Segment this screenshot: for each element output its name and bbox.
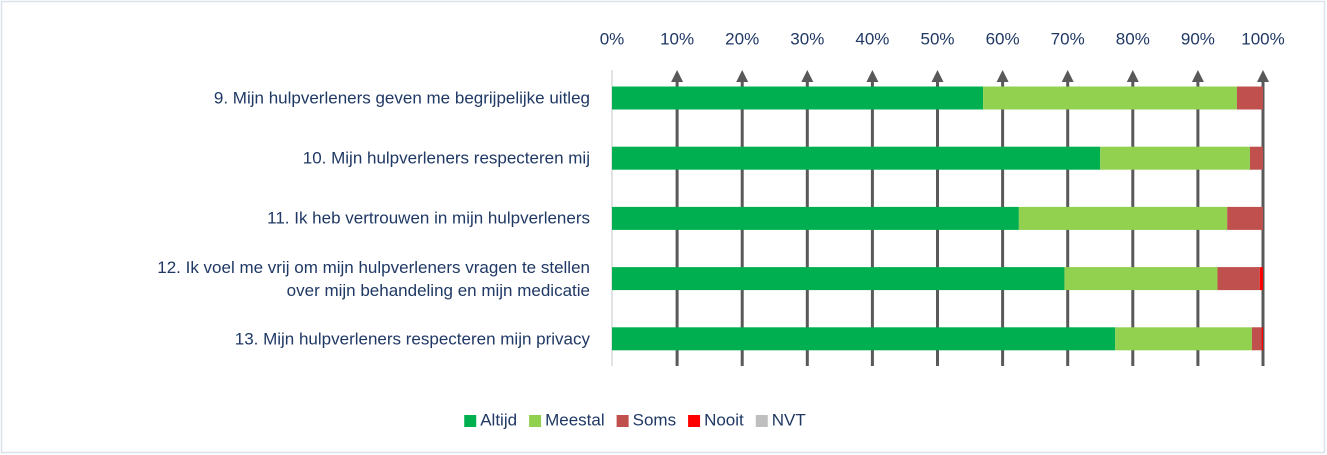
- bar-segment: [1064, 267, 1218, 291]
- grid-arrow: [996, 70, 1009, 82]
- bar-segment: [1249, 146, 1263, 170]
- x-tick-label: 30%: [790, 29, 824, 48]
- bar-segment: [1100, 146, 1250, 170]
- x-tick-label: 80%: [1116, 29, 1150, 48]
- legend-label: Meestal: [545, 410, 605, 429]
- x-tick-label: 10%: [660, 29, 694, 48]
- grid-arrow: [801, 70, 814, 82]
- legend-swatch: [616, 415, 629, 427]
- bar-segment: [1259, 267, 1263, 291]
- grid-arrow: [931, 70, 944, 82]
- legend-swatch: [529, 415, 542, 427]
- x-tick-label: 60%: [986, 29, 1020, 48]
- legend-swatch: [464, 415, 477, 427]
- bar-segment: [1251, 327, 1262, 351]
- grid-arrow: [866, 70, 879, 82]
- x-tick-label: 50%: [920, 29, 954, 48]
- legend-label: Nooit: [704, 410, 744, 429]
- bar-segment: [612, 267, 1065, 291]
- category-label: 11. Ik heb vertrouwen in mijn hulpverlen…: [267, 208, 590, 228]
- x-tick-label: 20%: [725, 29, 759, 48]
- bar-segment: [612, 327, 1116, 351]
- legend-label: Soms: [633, 410, 676, 429]
- legend-swatch: [755, 415, 768, 427]
- legend-label: Altijd: [480, 410, 517, 429]
- grid-arrow: [736, 70, 749, 82]
- x-tick-label: 0%: [600, 29, 625, 48]
- bar-segment: [612, 86, 984, 110]
- bar-segment: [1261, 327, 1263, 351]
- bar-segment: [1018, 206, 1228, 230]
- grid-arrow: [1126, 70, 1139, 82]
- bar-segment: [1217, 267, 1260, 291]
- category-label: 9. Mijn hulpverleners geven me begrijpel…: [213, 88, 590, 108]
- legend-swatch: [688, 415, 701, 427]
- x-tick-label: 100%: [1241, 29, 1284, 48]
- grid-arrow: [1061, 70, 1074, 82]
- x-tick-label: 40%: [855, 29, 889, 48]
- grid-arrow: [1191, 70, 1204, 82]
- category-label: 12. Ik voel me vrij om mijn hulpverlener…: [157, 257, 590, 300]
- category-label: 13. Mijn hulpverleners respecteren mijn …: [234, 329, 590, 349]
- grid-arrow: [671, 70, 684, 82]
- bar-segment: [612, 146, 1101, 170]
- grid-arrow: [1257, 70, 1269, 82]
- bar-segment: [1236, 86, 1263, 110]
- legend-label: NVT: [772, 410, 806, 429]
- bar-segment: [983, 86, 1237, 110]
- bar-segment: [1227, 206, 1263, 230]
- bar-segment: [612, 206, 1019, 230]
- bar-segment: [1115, 327, 1252, 351]
- category-label: 10. Mijn hulpverleners respecteren mij: [302, 148, 590, 168]
- x-tick-label: 70%: [1051, 29, 1085, 48]
- x-tick-label: 90%: [1181, 29, 1215, 48]
